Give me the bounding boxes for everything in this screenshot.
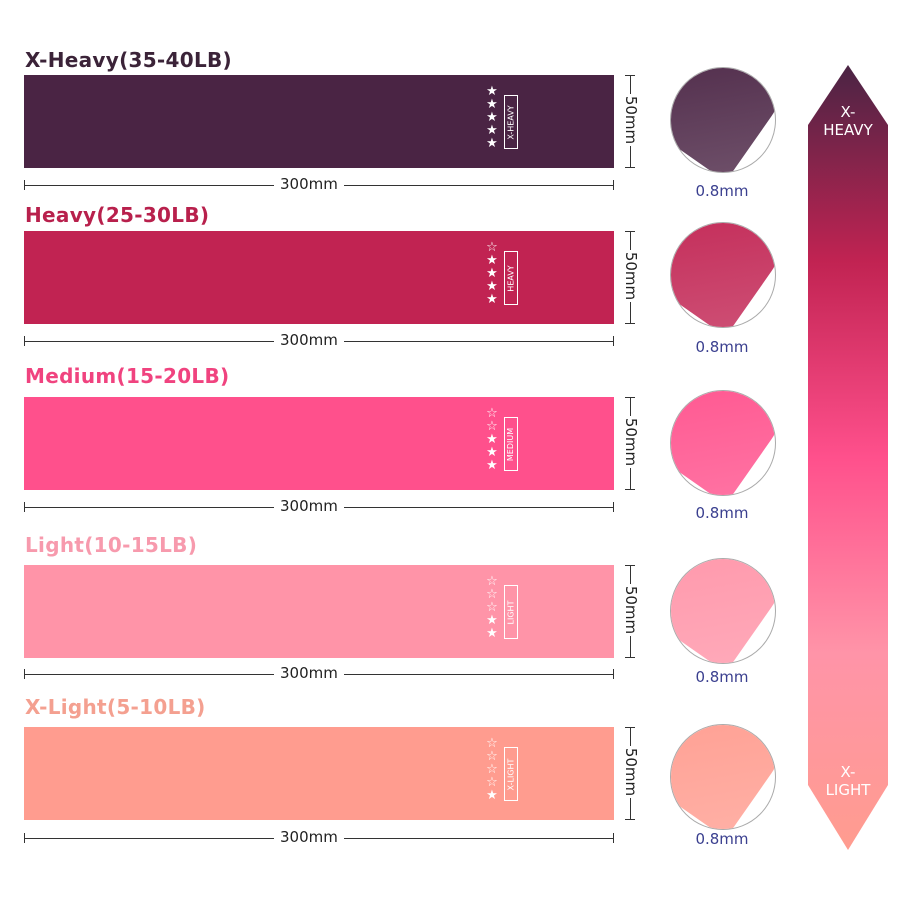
length-label: 300mm bbox=[274, 497, 344, 515]
level-tag: MEDIUM bbox=[504, 417, 518, 471]
star-rating: ☆ ☆ ★ ★ ★ bbox=[484, 407, 500, 472]
level-tag: X-LIGHT bbox=[504, 747, 518, 801]
star-filled-icon: ★ bbox=[486, 266, 498, 281]
thickness-label: 0.8mm bbox=[695, 830, 749, 848]
resistance-band: ☆ ☆ ☆ ☆ ★ X-LIGHT bbox=[24, 727, 614, 820]
length-dimension: 300mm bbox=[24, 664, 614, 682]
star-empty-icon: ☆ bbox=[486, 240, 498, 255]
band-title: X-Light(5-10LB) bbox=[25, 695, 206, 719]
width-dimension: 50mm bbox=[622, 565, 642, 658]
star-empty-icon: ☆ bbox=[486, 775, 498, 790]
thickness-label: 0.8mm bbox=[695, 504, 749, 522]
length-dimension: 300mm bbox=[24, 828, 614, 846]
width-label: 50mm bbox=[622, 250, 640, 302]
star-empty-icon: ☆ bbox=[486, 406, 498, 421]
width-label: 50mm bbox=[622, 94, 640, 146]
width-dimension: 50mm bbox=[622, 75, 642, 168]
length-label: 300mm bbox=[274, 828, 344, 846]
star-empty-icon: ☆ bbox=[486, 587, 498, 602]
star-empty-icon: ☆ bbox=[486, 574, 498, 589]
length-dimension: 300mm bbox=[24, 175, 614, 193]
star-filled-icon: ★ bbox=[486, 253, 498, 268]
star-filled-icon: ★ bbox=[486, 292, 498, 307]
star-filled-icon: ★ bbox=[486, 97, 498, 112]
length-label: 300mm bbox=[274, 331, 344, 349]
thickness-detail-image bbox=[670, 558, 776, 664]
star-empty-icon: ☆ bbox=[486, 749, 498, 764]
thickness-detail-image bbox=[670, 724, 776, 830]
resistance-band: ☆ ★ ★ ★ ★ HEAVY bbox=[24, 231, 614, 324]
band-title: Heavy(25-30LB) bbox=[25, 203, 210, 227]
intensity-scale-arrow bbox=[808, 65, 888, 850]
star-filled-icon: ★ bbox=[486, 279, 498, 294]
length-dimension: 300mm bbox=[24, 497, 614, 515]
thickness-detail-image bbox=[670, 222, 776, 328]
star-rating: ☆ ☆ ☆ ★ ★ bbox=[484, 575, 500, 640]
star-filled-icon: ★ bbox=[486, 613, 498, 628]
band-title: X-Heavy(35-40LB) bbox=[25, 48, 232, 72]
band-title: Medium(15-20LB) bbox=[25, 364, 230, 388]
star-filled-icon: ★ bbox=[486, 84, 498, 99]
length-dimension: 300mm bbox=[24, 331, 614, 349]
scale-bottom-label: X- LIGHT bbox=[825, 763, 871, 799]
width-label: 50mm bbox=[622, 746, 640, 798]
width-dimension: 50mm bbox=[622, 727, 642, 820]
length-label: 300mm bbox=[274, 175, 344, 193]
star-filled-icon: ★ bbox=[486, 626, 498, 641]
star-filled-icon: ★ bbox=[486, 458, 498, 473]
star-empty-icon: ☆ bbox=[486, 762, 498, 777]
width-label: 50mm bbox=[622, 584, 640, 636]
scale-top-label: X- HEAVY bbox=[823, 103, 873, 139]
star-empty-icon: ☆ bbox=[486, 419, 498, 434]
length-label: 300mm bbox=[274, 664, 344, 682]
star-empty-icon: ☆ bbox=[486, 600, 498, 615]
band-title: Light(10-15LB) bbox=[25, 533, 198, 557]
star-empty-icon: ☆ bbox=[486, 736, 498, 751]
width-dimension: 50mm bbox=[622, 397, 642, 490]
star-rating: ☆ ★ ★ ★ ★ bbox=[484, 241, 500, 306]
star-filled-icon: ★ bbox=[486, 432, 498, 447]
level-tag: X-HEAVY bbox=[504, 95, 518, 149]
thickness-label: 0.8mm bbox=[695, 668, 749, 686]
star-filled-icon: ★ bbox=[486, 788, 498, 803]
star-filled-icon: ★ bbox=[486, 123, 498, 138]
thickness-label: 0.8mm bbox=[695, 338, 749, 356]
resistance-band: ★ ★ ★ ★ ★ X-HEAVY bbox=[24, 75, 614, 168]
star-filled-icon: ★ bbox=[486, 136, 498, 151]
level-tag: LIGHT bbox=[504, 585, 518, 639]
resistance-band: ☆ ☆ ★ ★ ★ MEDIUM bbox=[24, 397, 614, 490]
width-dimension: 50mm bbox=[622, 231, 642, 324]
thickness-detail-image bbox=[670, 390, 776, 496]
thickness-detail-image bbox=[670, 67, 776, 173]
star-filled-icon: ★ bbox=[486, 445, 498, 460]
star-filled-icon: ★ bbox=[486, 110, 498, 125]
thickness-label: 0.8mm bbox=[695, 182, 749, 200]
resistance-band: ☆ ☆ ☆ ★ ★ LIGHT bbox=[24, 565, 614, 658]
star-rating: ☆ ☆ ☆ ☆ ★ bbox=[484, 737, 500, 802]
width-label: 50mm bbox=[622, 416, 640, 468]
star-rating: ★ ★ ★ ★ ★ bbox=[484, 85, 500, 150]
level-tag: HEAVY bbox=[504, 251, 518, 305]
